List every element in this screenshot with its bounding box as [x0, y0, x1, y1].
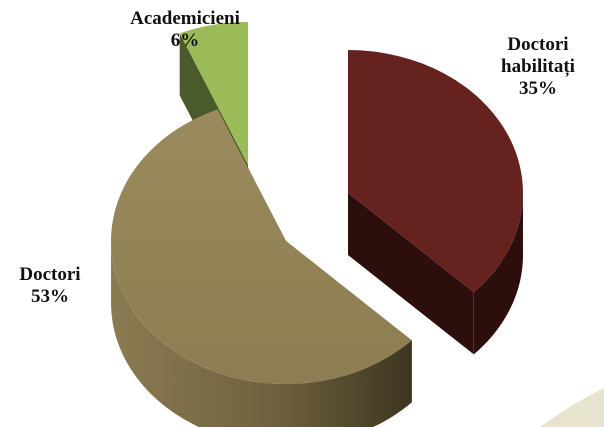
pie-slice-outer-wall	[111, 238, 412, 427]
decorative-swoosh	[540, 388, 604, 427]
slice-label-academicieni: Academicieni 6%	[110, 8, 260, 52]
pie-slice	[110, 109, 412, 427]
pie-slice-top	[110, 109, 412, 385]
slice-label-name-line1: Doctori	[19, 264, 81, 285]
slice-label-doctori: Doctori 53%	[10, 264, 90, 308]
pie-slice-outer-wall	[473, 190, 523, 355]
slice-label-name-line2: habilitați	[501, 56, 575, 77]
pie-slice-top	[179, 22, 248, 165]
pie-slice	[348, 50, 523, 355]
slice-value-label: 6%	[170, 30, 200, 51]
pie-slice-radial-face	[348, 193, 474, 355]
slice-label-name-line1: Academicieni	[130, 8, 240, 29]
slice-label-name-line1: Doctori	[507, 34, 569, 55]
slice-value-label: 53%	[31, 286, 69, 307]
pie-slice-top	[348, 50, 523, 293]
slice-label-doctori-habilitati: Doctori habilitați 35%	[490, 34, 586, 100]
slice-value-label: 35%	[519, 78, 557, 99]
